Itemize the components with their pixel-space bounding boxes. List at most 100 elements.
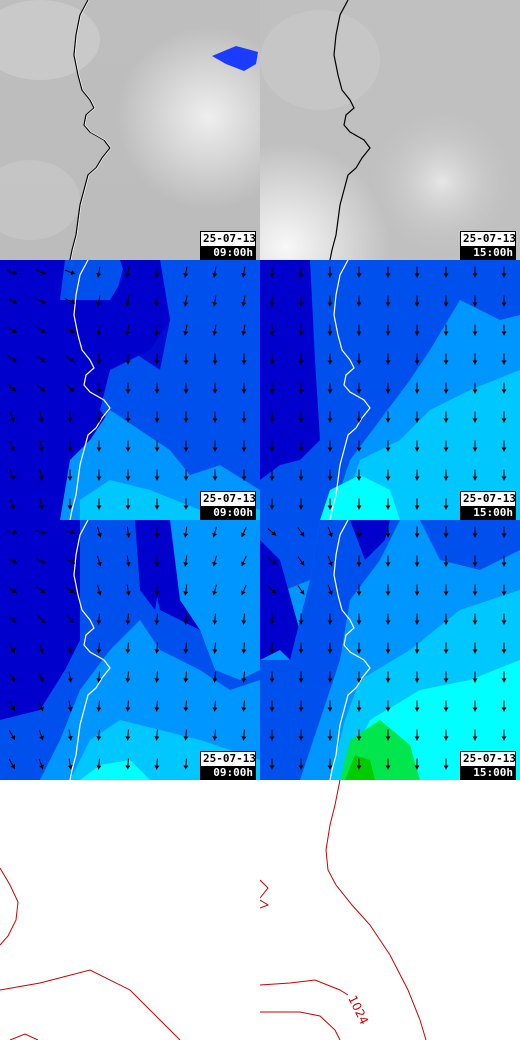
wind-arrow-head	[385, 360, 391, 365]
isobar-field	[0, 780, 260, 1040]
wind-arrow-head	[327, 418, 333, 423]
wind-arrow-head	[298, 649, 304, 654]
wind-arrow-head	[183, 765, 189, 770]
wind-arrow-head	[298, 476, 304, 481]
wind-arrow-head	[125, 620, 131, 625]
wind-arrow-head	[241, 590, 246, 596]
wind-arrow-head	[472, 736, 478, 741]
wind-arrow-head	[125, 505, 131, 510]
wind-arrow-head	[183, 418, 189, 423]
wind-arrow-head	[385, 273, 391, 278]
timestamp: 25-07-13 09:00h	[200, 751, 256, 780]
wind-arrow-head	[183, 447, 189, 452]
wind-arrow-head	[125, 649, 131, 654]
wind-arrow-head	[443, 649, 449, 654]
wind-arrow-head	[356, 273, 362, 278]
timestamp: 25-07-13 15:00h	[460, 751, 516, 780]
wind-arrow-head	[96, 765, 102, 770]
wind-arrow-head	[443, 447, 449, 452]
wind-arrow-head	[96, 389, 102, 394]
timestamp: 25-07-13 15:00h	[460, 231, 516, 260]
wind-arrow-head	[385, 765, 391, 770]
wind-arrow-head	[154, 360, 160, 365]
wind-arrow-head	[70, 328, 75, 333]
wind-arrow-head	[385, 476, 391, 481]
wind-arrow-head	[327, 678, 333, 683]
wind-arrow-head	[501, 562, 507, 567]
wind-arrow-head	[414, 649, 420, 654]
wind-arrow-head	[271, 531, 277, 536]
wind-arrow-head	[96, 476, 102, 481]
wind-arrow-head	[472, 302, 478, 307]
wind-arrow-head	[269, 389, 275, 394]
wind-arrow-head	[443, 620, 449, 625]
cloud-field	[0, 0, 260, 260]
wind-arrow-head	[125, 707, 131, 712]
wind-arrow-head	[67, 418, 73, 423]
wind-arrow-head	[385, 331, 391, 336]
wind-arrow-head	[328, 590, 333, 596]
timestamp: 25-07-13 09:00h	[200, 231, 256, 260]
wind-arrow-head	[414, 678, 420, 683]
wind-arrow-head	[96, 678, 102, 683]
wind-arrow-head	[356, 649, 362, 654]
wind-arrow-head	[154, 620, 160, 625]
wind-arrows	[6, 266, 247, 510]
wind-arrow-head	[96, 620, 102, 625]
date-label: 25-07-13	[200, 751, 256, 766]
wind-arrow-head	[154, 476, 160, 481]
wind-arrow-head	[39, 677, 44, 683]
wind-arrow-head	[10, 735, 15, 740]
wind-arrow-head	[356, 447, 362, 452]
wind-arrow-head	[212, 418, 218, 423]
wind-arrow-head	[385, 562, 391, 567]
wind-arrow-head	[38, 505, 44, 510]
wind-arrow-head	[501, 707, 507, 712]
wind-arrow-head	[125, 360, 131, 365]
wind-arrow-head	[241, 331, 247, 336]
isobar	[260, 879, 270, 909]
wind-arrow-head	[501, 360, 507, 365]
wind-arrow-head	[443, 476, 449, 481]
wind-arrow-head	[356, 736, 362, 741]
wind-arrow-head	[472, 562, 478, 567]
wind-arrow-head	[385, 620, 391, 625]
wind-arrow-head	[298, 447, 304, 452]
wind-arrow-head	[212, 707, 218, 712]
wind-arrow-head	[269, 476, 275, 481]
wind-arrow-head	[472, 331, 478, 336]
wind-arrow-head	[327, 649, 333, 654]
wind-arrow-head	[443, 389, 449, 394]
wind-arrow-head	[212, 331, 218, 336]
wind-field	[0, 260, 260, 520]
wind-arrow-head	[327, 360, 333, 365]
wind-arrow-head	[385, 736, 391, 741]
wind-arrow-head	[298, 360, 304, 365]
wind-arrow-head	[356, 620, 362, 625]
wind-arrow-head	[385, 707, 391, 712]
timestamp: 25-07-13 15:00h	[460, 491, 516, 520]
wind-arrow-head	[183, 736, 189, 741]
wind-arrow-head	[414, 533, 420, 538]
isobar	[0, 969, 181, 1040]
wind-arrow-head	[154, 418, 160, 423]
wind-arrow-head	[299, 531, 305, 537]
wind-arrow-head	[298, 505, 304, 510]
wind-arrow-head	[241, 447, 247, 452]
wind-arrow-head	[472, 591, 478, 596]
wind-arrow-head	[443, 707, 449, 712]
wind-arrow-head	[298, 273, 304, 278]
wind-arrow-head	[241, 736, 247, 741]
wind-arrow-head	[96, 302, 102, 307]
wind-arrow-head	[269, 707, 275, 712]
wind-arrow-head	[183, 533, 189, 538]
wind-arrow-head	[385, 505, 391, 510]
wind-arrow-head	[501, 736, 507, 741]
wind-arrow-head	[414, 736, 420, 741]
wind-arrow-head	[10, 706, 15, 711]
time-label: 15:00h	[460, 246, 516, 260]
wind-arrow-head	[10, 648, 15, 653]
wind-arrow-head	[299, 560, 305, 566]
wind-arrow-head	[97, 532, 102, 538]
wind-arrow-head	[327, 736, 333, 741]
